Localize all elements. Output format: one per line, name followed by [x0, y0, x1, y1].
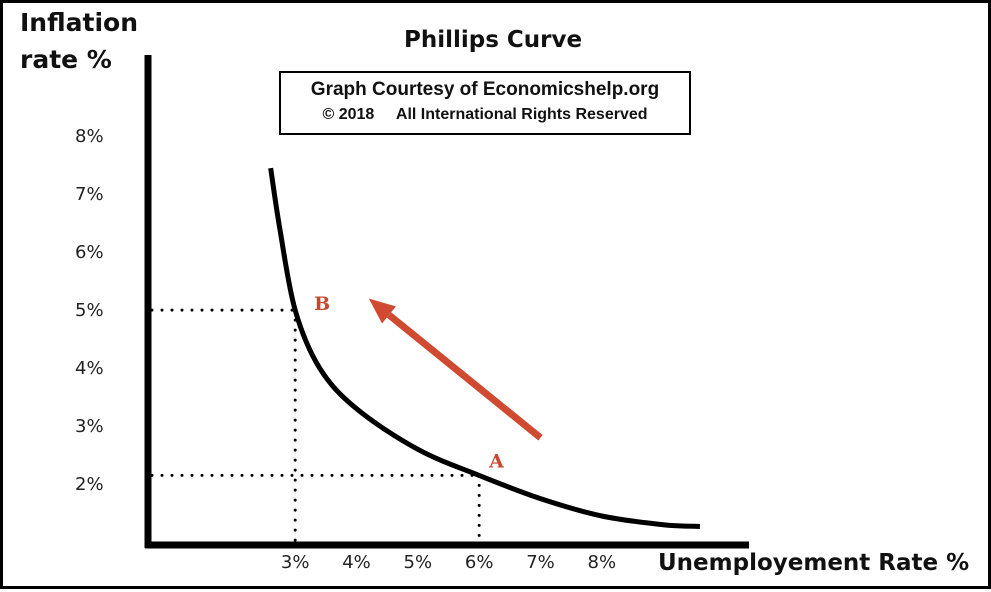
x-axis-title: Unemployement Rate %	[658, 550, 970, 576]
phillips-curve-plot: 2% 3% 4% 5% 6% 7% 8% 3% 4% 5% 6% 7% 8% B A	[75, 55, 749, 573]
movement-arrow-shaft	[386, 312, 543, 441]
credit-line: Graph Courtesy of Economicshelp.org	[310, 79, 660, 100]
y-tick-label: 7%	[75, 184, 104, 205]
copyright-line: © 2018 All International Rights Reserved	[322, 106, 648, 123]
y-tick-label: 2%	[75, 474, 104, 495]
point-label-b: B	[314, 293, 330, 315]
y-tick-label: 5%	[75, 300, 104, 321]
y-axis-title-line-1: Inflation	[20, 8, 138, 37]
movement-arrow-head	[368, 298, 396, 324]
y-tick-label: 6%	[75, 242, 104, 263]
x-tick-label: 3%	[281, 552, 310, 573]
x-tick-label: 6%	[465, 552, 494, 573]
y-axis-title-line-2: rate %	[20, 45, 112, 74]
point-label-a: A	[488, 450, 504, 472]
x-tick-label: 7%	[526, 552, 555, 573]
credit-box: Graph Courtesy of Economicshelp.org © 20…	[279, 71, 691, 135]
x-tick-label: 5%	[404, 552, 433, 573]
x-tick-label: 8%	[588, 552, 617, 573]
phillips-curve-line	[268, 167, 701, 529]
y-tick-label: 4%	[75, 358, 104, 379]
y-tick-label: 8%	[75, 126, 104, 147]
x-tick-label: 4%	[342, 552, 371, 573]
chart-title: Phillips Curve	[404, 27, 583, 53]
y-tick-label: 3%	[75, 416, 104, 437]
